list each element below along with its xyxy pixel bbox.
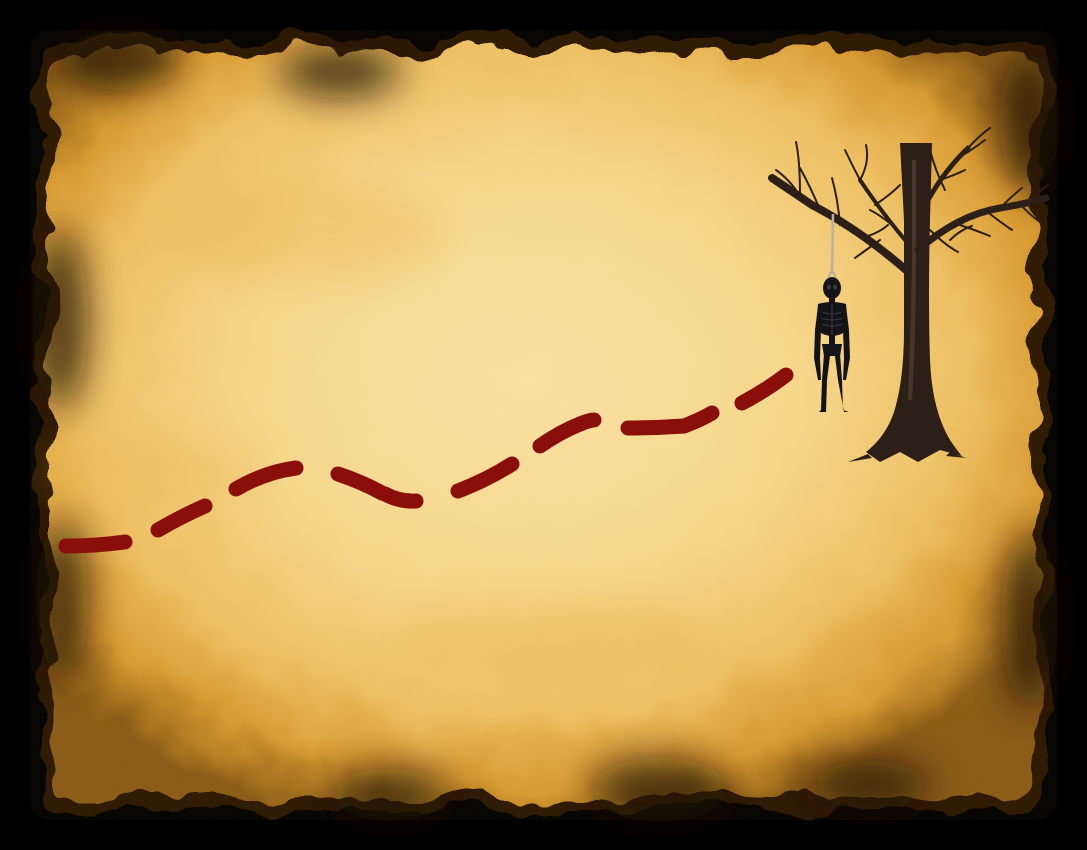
trail-segment	[676, 405, 720, 434]
trail-segment	[620, 418, 692, 436]
dead-tree-icon	[768, 127, 1050, 462]
trail-segment	[450, 456, 520, 499]
trail-segment	[58, 534, 133, 554]
parchment	[32, 30, 1060, 822]
trail-segment	[377, 486, 424, 509]
trail-segment	[150, 498, 213, 538]
trail-segment	[228, 460, 304, 497]
hanged-skeleton-icon	[814, 277, 850, 412]
trail-segment	[572, 412, 602, 432]
trail-segment	[734, 367, 794, 411]
dashed-trail-icon	[58, 367, 794, 554]
